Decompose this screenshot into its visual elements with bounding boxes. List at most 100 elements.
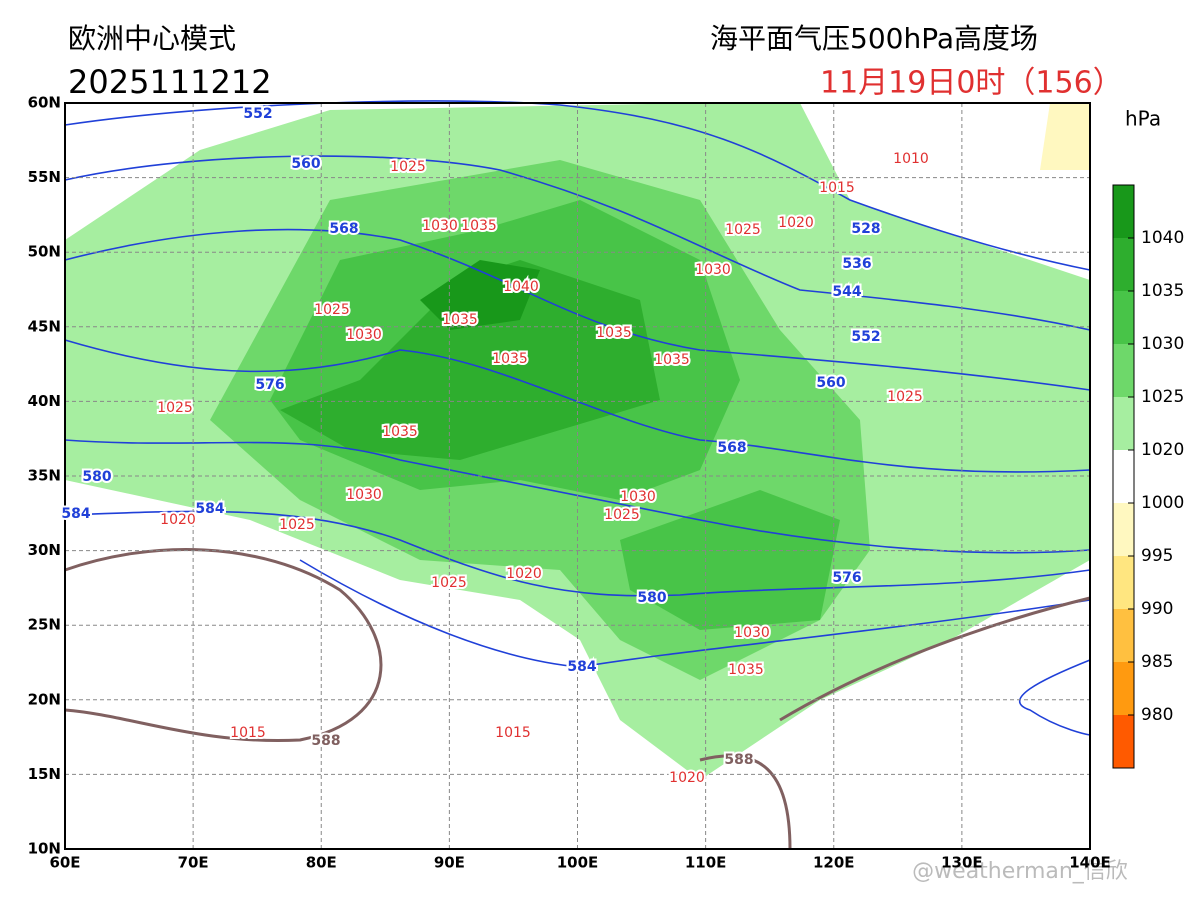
colorbar-segment	[1113, 344, 1134, 397]
lat-tick-label: 35N	[28, 467, 61, 485]
colorbar-frame	[1112, 184, 1135, 769]
contour	[299, 559, 1091, 668]
lon-tick-label: 120E	[813, 854, 855, 872]
pressure-label: 1030	[695, 262, 731, 278]
colorbar-segment	[1113, 609, 1134, 662]
model-name: 欧洲中心模式	[68, 22, 236, 55]
lat-tick-label: 25N	[28, 616, 61, 634]
pressure-label: 1025	[157, 400, 193, 416]
pressure-label: 1010	[893, 151, 929, 167]
height-label: 568	[329, 221, 358, 237]
lon-tick-label: 60E	[49, 854, 80, 872]
contour	[64, 510, 1091, 597]
height-label: 544	[832, 284, 861, 300]
valid-time: 11月19日0时（156）	[820, 66, 1123, 101]
colorbar-label: 985	[1141, 652, 1173, 672]
height-label: 588	[311, 733, 340, 749]
contour	[64, 439, 1091, 554]
lon-tick-label: 130E	[941, 854, 983, 872]
colorbar-label: 1020	[1141, 440, 1184, 460]
contour	[779, 596, 1091, 722]
height-label: 580	[637, 590, 666, 606]
contour	[64, 100, 1091, 271]
height-label: 560	[291, 156, 320, 172]
height-label: 588	[724, 752, 753, 768]
pressure-label: 1025	[390, 159, 426, 175]
height-label: 552	[851, 329, 880, 345]
height-label: 584	[61, 506, 90, 522]
colorbar-segment	[1113, 556, 1134, 609]
height-label: 576	[832, 570, 861, 586]
height-label: 528	[851, 221, 880, 237]
colorbar-segment	[1113, 662, 1134, 715]
lat-tick-label: 55N	[28, 168, 61, 186]
fill-1040	[420, 260, 540, 330]
pressure-label: 1030	[346, 487, 382, 503]
pressure-label: 1035	[596, 325, 632, 341]
height-label: 536	[842, 256, 871, 272]
lat-tick-label: 10N	[28, 840, 61, 858]
lat-tick-label: 40N	[28, 392, 61, 410]
colorbar-label: 1040	[1141, 228, 1184, 248]
colorbar-label: 980	[1141, 705, 1173, 725]
colorbar-segment	[1113, 715, 1134, 768]
watermark: @weatherman_信欣	[912, 859, 1128, 884]
map-frame	[64, 102, 1091, 850]
lat-tick-label: 50N	[28, 243, 61, 261]
colorbar-label: 1035	[1141, 281, 1184, 301]
lat-tick-label: 60N	[28, 94, 61, 112]
pressure-label: 1030	[346, 327, 382, 343]
pressure-label: 1020	[506, 566, 542, 582]
lat-tick-label: 20N	[28, 690, 61, 708]
pressure-label: 1035	[728, 662, 764, 678]
pressure-label: 1030	[734, 625, 770, 641]
height-label: 552	[243, 106, 272, 122]
colorbar-label: 1000	[1141, 493, 1184, 513]
pressure-label: 1025	[725, 222, 761, 238]
pressure-label: 1025	[314, 302, 350, 318]
colorbar-segment	[1113, 450, 1134, 503]
height-label: 568	[717, 440, 746, 456]
pressure-label: 1035	[442, 312, 478, 328]
lon-tick-label: 90E	[434, 854, 465, 872]
pressure-label: 1015	[819, 180, 855, 196]
contour	[64, 339, 1091, 473]
pressure-label: 1020	[160, 512, 196, 528]
lat-tick-label: 30N	[28, 541, 61, 559]
pressure-label: 1030	[422, 218, 458, 234]
contour	[64, 228, 1091, 391]
pressure-label: 1025	[887, 389, 923, 405]
colorbar-unit: hPa	[1125, 107, 1161, 131]
contour	[64, 155, 1091, 331]
colorbar-segment	[1113, 397, 1134, 450]
colorbar-label: 1030	[1141, 334, 1184, 354]
lon-tick-label: 110E	[685, 854, 727, 872]
height-588	[64, 548, 1091, 850]
lon-tick-label: 140E	[1069, 854, 1111, 872]
pressure-label: 1015	[495, 725, 531, 741]
contour	[699, 754, 792, 850]
pressure-label: 1035	[492, 351, 528, 367]
contour	[64, 548, 383, 743]
pressure-label: 1035	[382, 424, 418, 440]
colorbar-segment	[1113, 503, 1134, 556]
height-label: 584	[195, 501, 224, 517]
pressure-label: 1035	[654, 352, 690, 368]
lon-tick-label: 80E	[306, 854, 337, 872]
contour	[1018, 659, 1091, 736]
colorbar-label: 990	[1141, 599, 1173, 619]
pressure-label: 1025	[604, 507, 640, 523]
pressure-label: 1040	[503, 279, 539, 295]
pressure-label: 1025	[431, 575, 467, 591]
lat-tick-label: 15N	[28, 765, 61, 783]
lon-tick-label: 70E	[178, 854, 209, 872]
height-label: 584	[567, 659, 596, 675]
pressure-label: 1020	[778, 215, 814, 231]
fill-1035	[280, 260, 660, 460]
colorbar-segment	[1113, 291, 1134, 344]
pressure-label: 1015	[230, 725, 266, 741]
lat-tick-label: 45N	[28, 317, 61, 335]
height-label: 560	[816, 375, 845, 391]
colorbar-segment	[1113, 238, 1134, 291]
fill-low	[1040, 103, 1090, 170]
